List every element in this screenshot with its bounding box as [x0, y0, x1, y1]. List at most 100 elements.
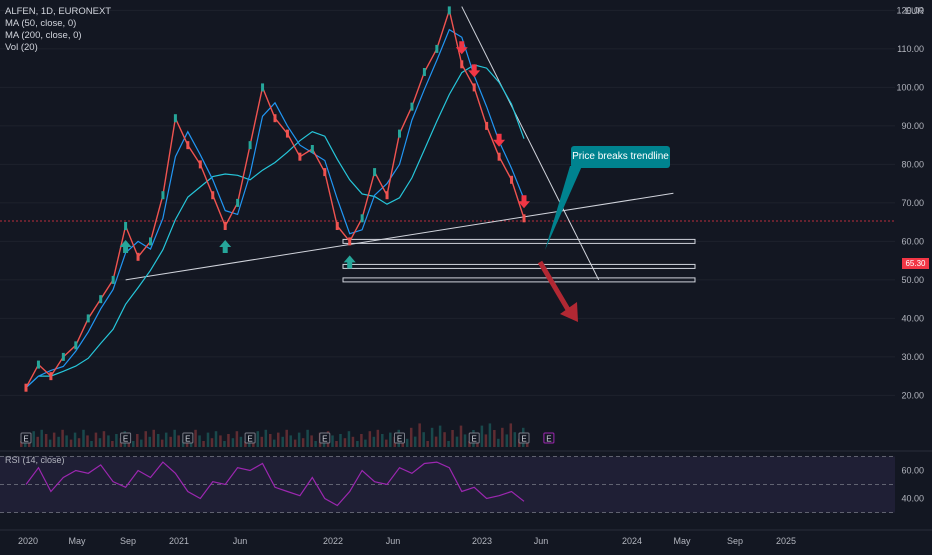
volume-bar [501, 427, 504, 447]
volume-bar [20, 441, 23, 447]
price-candle [273, 114, 277, 123]
grid [0, 9, 932, 452]
volume-bar [61, 429, 64, 447]
volume-bar [260, 436, 264, 447]
earnings-marker[interactable] [182, 432, 194, 444]
earnings-marker[interactable] [518, 432, 530, 444]
volume-bar [86, 435, 89, 447]
earnings-marker[interactable] [543, 432, 555, 444]
volume-bar [214, 431, 218, 447]
price-candle [398, 129, 401, 138]
time-tick-label: Sep [120, 536, 136, 546]
volume-bar [264, 429, 268, 447]
earnings-marker[interactable] [394, 432, 405, 444]
volume-bar [223, 441, 226, 447]
volume-bars [20, 423, 529, 447]
trendline-callout[interactable]: Price breaks trendline [571, 146, 670, 168]
support-up-arrow [343, 255, 356, 269]
support-up-arrow [119, 240, 132, 253]
volume-bar [32, 431, 35, 447]
volume-bar [148, 436, 151, 447]
price-candle [335, 222, 339, 230]
price-candle [173, 114, 177, 123]
earnings-marker[interactable] [120, 432, 132, 444]
symbol-title[interactable]: ALFEN, 1D, EURONEXT [5, 6, 112, 17]
volume-bar [480, 425, 484, 447]
rsi-line [25, 461, 525, 507]
support-up-arrow [219, 240, 232, 253]
volume-bar [140, 439, 143, 447]
volume-bar [136, 434, 139, 447]
price-candle [261, 83, 265, 92]
earnings-marker[interactable] [244, 432, 256, 444]
earnings-marker[interactable] [468, 432, 480, 444]
price-tick-label: 110.00 [897, 44, 924, 54]
projection-arrow [537, 260, 573, 315]
currency-label[interactable]: EUR [904, 6, 924, 16]
volume-bar [227, 434, 230, 447]
price-candle [24, 383, 28, 392]
volume-bar [418, 423, 421, 447]
time-tick-label: Jun [386, 536, 401, 546]
volume-bar [310, 435, 313, 447]
time-tick-label: 2025 [776, 536, 796, 546]
callout-pointer [545, 166, 582, 250]
volume-bar [347, 431, 351, 447]
earnings-marker[interactable] [20, 432, 32, 444]
price-candle [49, 372, 53, 381]
time-tick-label: 2021 [169, 536, 189, 546]
time-tick-label: 2022 [323, 536, 343, 546]
volume-bar [447, 441, 450, 447]
volume-bar [256, 431, 260, 447]
volume-bar [52, 432, 56, 447]
volume-bar [285, 429, 288, 447]
volume-bar [356, 441, 359, 447]
volume-bar [36, 436, 39, 447]
earnings-marker-label: E [247, 435, 252, 444]
price-candle [447, 6, 451, 15]
volume-bar [77, 438, 81, 447]
volume-bar [314, 441, 317, 447]
volume-bar [273, 439, 276, 447]
trendline [461, 6, 600, 281]
earnings-marker-label: E [123, 435, 128, 444]
volume-bar [90, 441, 93, 447]
time-tick-label: May [673, 536, 691, 546]
price-candle [410, 102, 414, 111]
rsi-legend[interactable]: RSI (14, close) [5, 455, 65, 465]
rsi-pane: 40.00 60.00 [0, 456, 924, 513]
price-tick-label: 120.00 [896, 5, 924, 15]
earnings-marker-label: E [397, 435, 402, 444]
volume-bar [409, 427, 413, 447]
trendline [125, 192, 674, 281]
ma200-legend[interactable]: MA (200, close, 0) [5, 30, 82, 41]
price-candle [422, 68, 426, 76]
price-axis[interactable]: 20.00 30.00 40.00 50.00 60.00 70.00 80.00 90.00… [896, 5, 924, 400]
volume-bar [468, 441, 471, 447]
volume-bar [206, 432, 210, 447]
volume-bar [360, 434, 363, 447]
price-candle [36, 360, 40, 369]
earnings-marker-label: E [472, 435, 477, 444]
volume-bar [44, 434, 48, 447]
time-axis[interactable]: 2020 May Sep 2021 Jun 2022 Jun 2023 Jun 2024 May Se… [0, 529, 932, 546]
ma50-legend[interactable]: MA (50, close, 0) [5, 18, 77, 29]
volume-bar [132, 441, 135, 447]
volume-bar [488, 423, 492, 447]
volume-bar [160, 439, 164, 447]
earnings-marker-label: E [185, 435, 190, 444]
price-candle [323, 168, 327, 177]
volume-bar [430, 427, 434, 447]
volume-bar [198, 435, 201, 447]
volume-legend[interactable]: Vol (20) [5, 42, 38, 53]
price-tick-label: 80.00 [901, 159, 924, 169]
price-candle [136, 252, 140, 261]
price-candle [74, 341, 78, 350]
price-tick-label: 30.00 [901, 352, 924, 362]
volume-bar [269, 434, 272, 447]
earnings-marker[interactable] [319, 432, 331, 444]
volume-bar [426, 441, 429, 447]
